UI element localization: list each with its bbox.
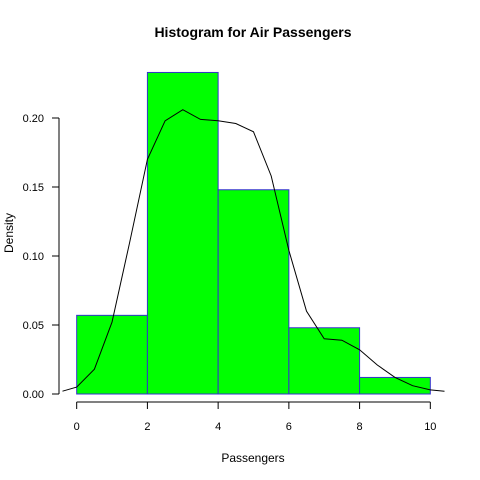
bars-group	[76, 71, 431, 395]
x-axis: 0 2 4 6 8 10	[74, 401, 436, 433]
chart-title: Histogram for Air Passengers	[154, 24, 351, 40]
histogram-bar-4	[359, 376, 431, 395]
y-tick-label-0: 0.00	[23, 389, 44, 401]
histogram-bar-0	[76, 314, 148, 395]
histogram-bar-2	[217, 189, 290, 395]
y-tick-label-3: 0.15	[23, 182, 44, 194]
y-tick-label-1: 0.05	[23, 320, 44, 332]
histogram-bar-3	[288, 327, 361, 395]
x-tick-label-0: 0	[74, 421, 80, 433]
density-curve	[62, 109, 445, 392]
x-tick-label-4: 8	[357, 421, 363, 433]
x-tick-label-5: 10	[424, 421, 436, 433]
y-tick-label-2: 0.10	[23, 251, 44, 263]
x-tick-label-2: 4	[215, 421, 221, 433]
x-tick-label-3: 6	[286, 421, 292, 433]
y-axis-label: Density	[2, 213, 16, 253]
y-tick-label-4: 0.20	[23, 113, 44, 125]
x-tick-label-1: 2	[144, 421, 150, 433]
y-axis: 0.00 0.05 0.10 0.15 0.20	[23, 113, 60, 401]
x-axis-label: Passengers	[221, 451, 284, 465]
histogram-bar-1	[146, 71, 219, 395]
